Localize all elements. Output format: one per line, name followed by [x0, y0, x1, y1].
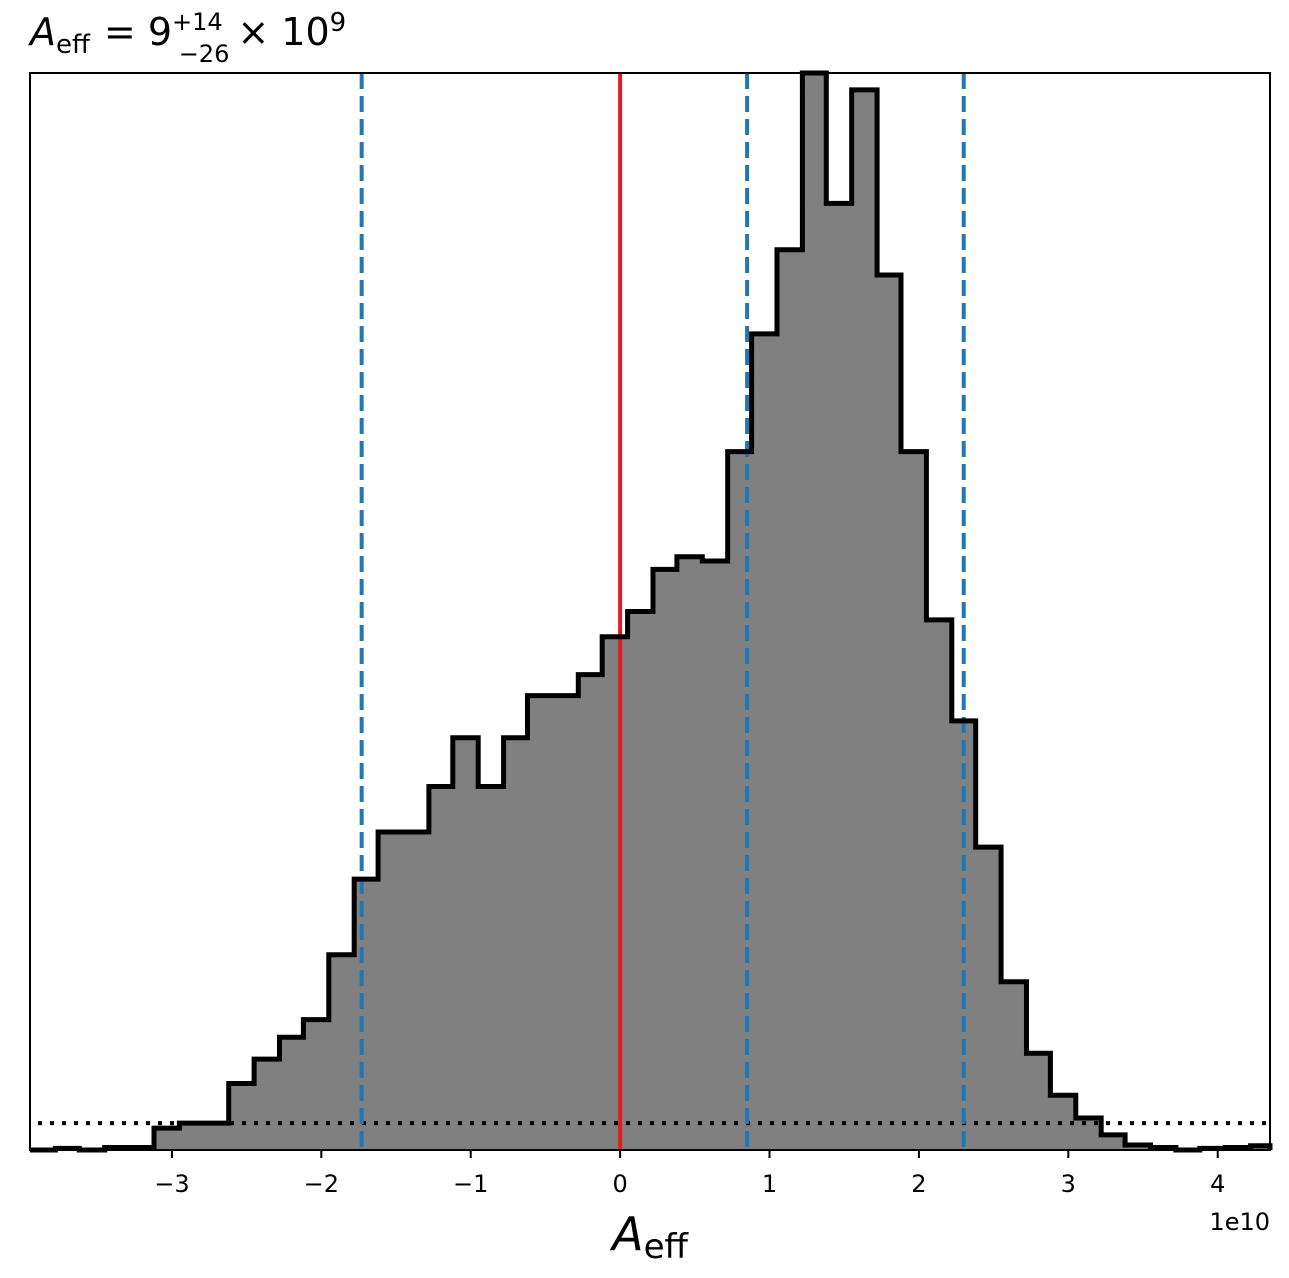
title-upper-error: +14 [172, 8, 223, 36]
chart-title: Aeff = 9+14 −26 × 109 [27, 8, 346, 68]
quantile-lines [359, 73, 966, 1150]
x-tick-label: −1 [453, 1170, 488, 1198]
x-tick-label: 1 [762, 1170, 777, 1198]
axes-frame [29, 72, 1271, 1151]
x-tick-label: −3 [154, 1170, 189, 1198]
x-tick-label: 0 [612, 1170, 627, 1198]
x-tick-label: 3 [1061, 1170, 1076, 1198]
x-tick-label: 4 [1210, 1170, 1225, 1198]
x-axis-label: Aeff [609, 1207, 689, 1267]
x-axis-ticks: −3 −2 −1 0 1 2 3 4 [154, 1150, 1225, 1198]
plot-area [30, 70, 1273, 1153]
x-tick-label: 2 [911, 1170, 926, 1198]
histogram-outline [30, 70, 1273, 1153]
title-lower-error: −26 [179, 40, 230, 68]
x-tick-label: −2 [304, 1170, 339, 1198]
x-axis-offset-text: 1e10 [1209, 1208, 1270, 1236]
